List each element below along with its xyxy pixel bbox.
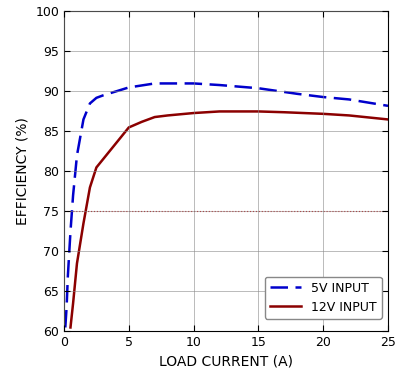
X-axis label: LOAD CURRENT (A): LOAD CURRENT (A) — [159, 355, 293, 369]
12V INPUT — [386, 117, 390, 122]
12V INPUT — [81, 221, 86, 226]
12V INPUT — [114, 141, 118, 146]
5V INPUT — [68, 229, 73, 234]
5V INPUT — [295, 91, 300, 96]
5V INPUT — [321, 95, 326, 99]
12V INPUT — [256, 109, 261, 114]
12V INPUT — [347, 113, 352, 118]
12V INPUT — [71, 301, 76, 306]
5V INPUT — [71, 193, 76, 198]
12V INPUT — [321, 112, 326, 116]
12V INPUT — [139, 120, 144, 124]
5V INPUT — [94, 96, 99, 100]
12V INPUT — [94, 165, 99, 170]
5V INPUT — [64, 305, 69, 310]
5V INPUT — [88, 101, 92, 106]
5V INPUT — [152, 81, 157, 86]
12V INPUT — [68, 325, 73, 330]
Line: 12V INPUT: 12V INPUT — [70, 111, 388, 327]
Y-axis label: EFFICIENCY (%): EFFICIENCY (%) — [16, 117, 30, 226]
12V INPUT — [165, 113, 170, 118]
12V INPUT — [217, 109, 222, 114]
12V INPUT — [191, 111, 196, 115]
5V INPUT — [191, 81, 196, 86]
5V INPUT — [256, 86, 261, 91]
12V INPUT — [88, 185, 92, 190]
5V INPUT — [114, 89, 118, 94]
5V INPUT — [66, 273, 70, 278]
5V INPUT — [74, 153, 79, 158]
5V INPUT — [100, 93, 105, 98]
12V INPUT — [74, 261, 79, 266]
12V INPUT — [282, 110, 287, 115]
5V INPUT — [126, 85, 131, 90]
Legend: 5V INPUT, 12V INPUT: 5V INPUT, 12V INPUT — [265, 277, 382, 319]
5V INPUT — [386, 104, 390, 108]
12V INPUT — [152, 115, 157, 119]
5V INPUT — [217, 83, 222, 87]
5V INPUT — [347, 97, 352, 102]
12V INPUT — [126, 125, 131, 130]
12V INPUT — [243, 109, 248, 114]
5V INPUT — [63, 325, 68, 330]
5V INPUT — [81, 117, 86, 122]
12V INPUT — [100, 157, 105, 162]
Line: 5V INPUT: 5V INPUT — [65, 83, 388, 327]
